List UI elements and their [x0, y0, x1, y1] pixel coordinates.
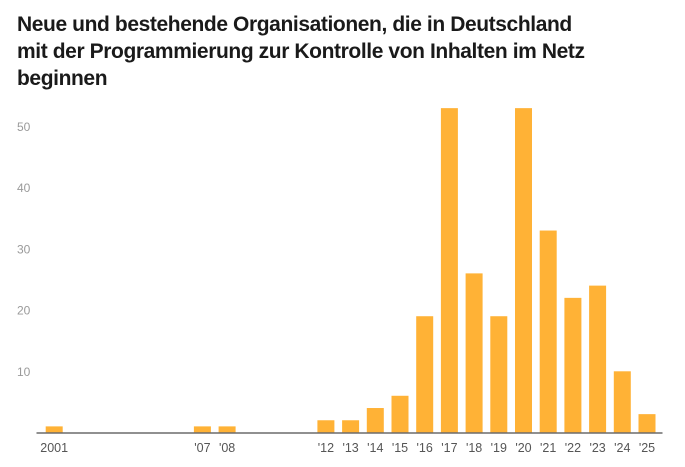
x-tick-label: '07 — [194, 441, 210, 455]
x-tick-label: '21 — [540, 441, 556, 455]
x-tick-label: '19 — [491, 441, 507, 455]
bar-2019 — [490, 316, 508, 433]
bar-2012 — [317, 420, 335, 433]
bar-2014 — [366, 408, 384, 433]
y-tick-label: 10 — [17, 365, 31, 379]
bar-2001 — [45, 426, 63, 433]
bar-2007 — [193, 426, 211, 433]
x-tick-label: '08 — [219, 441, 235, 455]
y-tick-label: 30 — [17, 242, 31, 256]
x-tick-label: 2001 — [40, 441, 68, 455]
x-tick-label: '14 — [367, 441, 383, 455]
bar-2023 — [589, 285, 607, 433]
x-axis-ticks: 2001 '07 '08 '12 '13 '14 '15 '16 '17 '18 '19 '20 '21… — [40, 441, 655, 455]
bar-2016 — [416, 316, 434, 433]
y-axis-ticks: 10 20 30 40 50 — [17, 120, 31, 379]
x-tick-label: '16 — [417, 441, 433, 455]
x-tick-label: '17 — [441, 441, 457, 455]
x-tick-label: '25 — [639, 441, 655, 455]
x-tick-label: '18 — [466, 441, 482, 455]
bars — [45, 108, 656, 433]
bar-2013 — [342, 420, 360, 433]
y-tick-label: 20 — [17, 304, 31, 318]
chart-title-line-2: mit der Programmierung zur Kontrolle von… — [17, 40, 585, 63]
bar-2015 — [391, 395, 409, 433]
bar-2017 — [440, 108, 458, 433]
bar-2008 — [218, 426, 236, 433]
y-tick-label: 40 — [17, 181, 31, 195]
y-tick-label: 50 — [17, 120, 31, 134]
bar-2018 — [465, 273, 483, 433]
bar-2021 — [539, 230, 557, 433]
x-tick-label: '23 — [589, 441, 605, 455]
bar-2024 — [613, 371, 631, 433]
chart-title: Neue und bestehende Organisationen, die … — [17, 11, 677, 92]
bar-2020 — [515, 108, 532, 433]
chart-title-line-3: beginnen — [17, 67, 108, 90]
chart-title-line-1: Neue und bestehende Organisationen, die … — [17, 13, 572, 36]
bar-2022 — [564, 297, 582, 433]
x-tick-label: '20 — [515, 441, 531, 455]
bar-2025 — [638, 414, 656, 433]
x-tick-label: '22 — [565, 441, 581, 455]
x-tick-label: '24 — [614, 441, 630, 455]
x-tick-label: '12 — [318, 441, 334, 455]
x-tick-label: '13 — [342, 441, 358, 455]
x-tick-label: '15 — [392, 441, 408, 455]
